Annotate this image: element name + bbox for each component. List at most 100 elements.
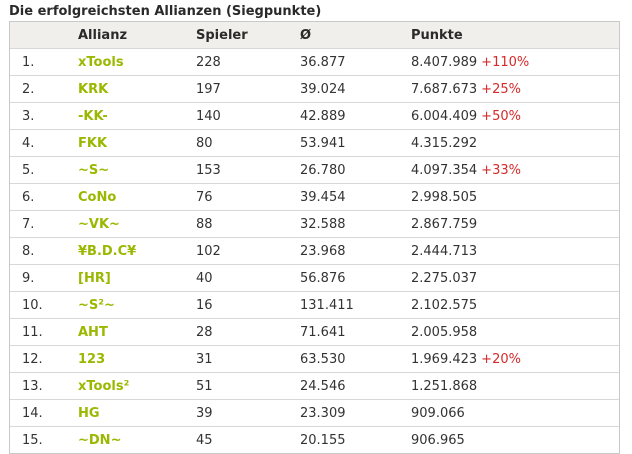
alliance-link[interactable]: xTools² (78, 378, 130, 394)
rank-cell: 10. (10, 291, 78, 319)
players-cell: 140 (196, 102, 300, 130)
points-value: 2.275.037 (411, 270, 478, 286)
points-cell: 2.867.759 (411, 210, 619, 238)
average-cell: 131.411 (300, 291, 411, 319)
rank-cell: 12. (10, 345, 78, 373)
table-row: 13. xTools² 51 24.546 1.251.868 (10, 372, 619, 400)
rank-cell: 8. (10, 237, 78, 265)
alliance-cell: CoNo (78, 183, 196, 211)
rank-cell: 9. (10, 264, 78, 292)
table-row: 10. ~S²~ 16 131.411 2.102.575 (10, 291, 619, 319)
table-row: 3. -KK- 140 42.889 6.004.409 +50% (10, 102, 619, 130)
rank-cell: 6. (10, 183, 78, 211)
players-cell: 80 (196, 129, 300, 157)
col-header-players: Spieler (196, 22, 300, 49)
points-change: +20% (481, 351, 521, 367)
alliance-cell: [HR] (78, 264, 196, 292)
alliance-link[interactable]: [HR] (78, 270, 111, 286)
table-body: 1. xTools 228 36.877 8.407.989 +110% 2. KRK 197 3… (10, 48, 619, 453)
alliance-cell: ~VK~ (78, 210, 196, 238)
average-cell: 26.780 (300, 156, 411, 184)
points-cell: 909.066 (411, 399, 619, 427)
average-cell: 20.155 (300, 426, 411, 453)
table-row: 7. ~VK~ 88 32.588 2.867.759 (10, 210, 619, 238)
alliance-link[interactable]: -KK- (78, 108, 108, 124)
alliance-ranking-table: Allianz Spieler Ø Punkte 1. xTools 228 36.8… (9, 21, 620, 454)
points-cell: 7.687.673 +25% (411, 75, 619, 103)
average-cell: 53.941 (300, 129, 411, 157)
players-cell: 102 (196, 237, 300, 265)
alliance-cell: xTools² (78, 372, 196, 400)
points-value: 4.315.292 (411, 135, 478, 151)
rank-cell: 13. (10, 372, 78, 400)
players-cell: 51 (196, 372, 300, 400)
table-row: 6. CoNo 76 39.454 2.998.505 (10, 183, 619, 211)
alliance-cell: ~DN~ (78, 426, 196, 453)
alliance-link[interactable]: ~S~ (78, 162, 110, 178)
alliance-link[interactable]: ~DN~ (78, 432, 122, 448)
points-value: 909.066 (411, 405, 465, 421)
points-cell: 4.315.292 (411, 129, 619, 157)
average-cell: 36.877 (300, 48, 411, 76)
alliance-link[interactable]: HG (78, 405, 100, 421)
average-cell: 23.309 (300, 399, 411, 427)
alliance-cell: -KK- (78, 102, 196, 130)
rank-cell: 11. (10, 318, 78, 346)
points-cell: 2.005.958 (411, 318, 619, 346)
players-cell: 39 (196, 399, 300, 427)
points-cell: 1.251.868 (411, 372, 619, 400)
rank-cell: 3. (10, 102, 78, 130)
rank-cell: 2. (10, 75, 78, 103)
col-header-rank (10, 22, 78, 49)
average-cell: 56.876 (300, 264, 411, 292)
alliance-cell: HG (78, 399, 196, 427)
points-value: 2.998.505 (411, 189, 478, 205)
alliance-cell: ¥B.D.C¥ (78, 237, 196, 265)
alliance-cell: AHT (78, 318, 196, 346)
alliance-link[interactable]: CoNo (78, 189, 117, 205)
alliance-link[interactable]: ¥B.D.C¥ (78, 243, 137, 259)
points-cell: 2.275.037 (411, 264, 619, 292)
alliance-cell: xTools (78, 48, 196, 76)
points-cell: 1.969.423 +20% (411, 345, 619, 373)
table-row: 15. ~DN~ 45 20.155 906.965 (10, 426, 619, 453)
points-value: 1.251.868 (411, 378, 478, 394)
rank-cell: 15. (10, 426, 78, 453)
alliance-link[interactable]: FKK (78, 135, 108, 151)
points-change: +33% (481, 162, 521, 178)
alliance-link[interactable]: KRK (78, 81, 109, 97)
average-cell: 24.546 (300, 372, 411, 400)
alliance-link[interactable]: 123 (78, 351, 106, 367)
points-value: 2.867.759 (411, 216, 478, 232)
points-cell: 906.965 (411, 426, 619, 453)
col-header-average: Ø (300, 22, 411, 49)
rank-cell: 7. (10, 210, 78, 238)
rank-cell: 1. (10, 48, 78, 76)
table-row: 5. ~S~ 153 26.780 4.097.354 +33% (10, 156, 619, 184)
points-change: +110% (481, 54, 530, 70)
rank-cell: 5. (10, 156, 78, 184)
table-row: 12. 123 31 63.530 1.969.423 +20% (10, 345, 619, 373)
points-value: 7.687.673 (411, 81, 478, 97)
col-header-points: Punkte (411, 22, 619, 49)
players-cell: 40 (196, 264, 300, 292)
average-cell: 63.530 (300, 345, 411, 373)
alliance-cell: ~S²~ (78, 291, 196, 319)
average-cell: 23.968 (300, 237, 411, 265)
points-value: 906.965 (411, 432, 465, 448)
table-row: 8. ¥B.D.C¥ 102 23.968 2.444.713 (10, 237, 619, 265)
alliance-link[interactable]: ~VK~ (78, 216, 120, 232)
alliance-link[interactable]: xTools (78, 54, 124, 70)
col-header-alliance: Allianz (78, 22, 196, 49)
average-cell: 42.889 (300, 102, 411, 130)
points-cell: 6.004.409 +50% (411, 102, 619, 130)
page-title: Die erfolgreichsten Allianzen (Siegpunkt… (9, 4, 322, 19)
points-value: 6.004.409 (411, 108, 478, 124)
players-cell: 153 (196, 156, 300, 184)
rank-cell: 4. (10, 129, 78, 157)
average-cell: 39.454 (300, 183, 411, 211)
alliance-link[interactable]: ~S²~ (78, 297, 115, 313)
alliance-link[interactable]: AHT (78, 324, 108, 340)
points-value: 2.005.958 (411, 324, 478, 340)
alliance-cell: FKK (78, 129, 196, 157)
